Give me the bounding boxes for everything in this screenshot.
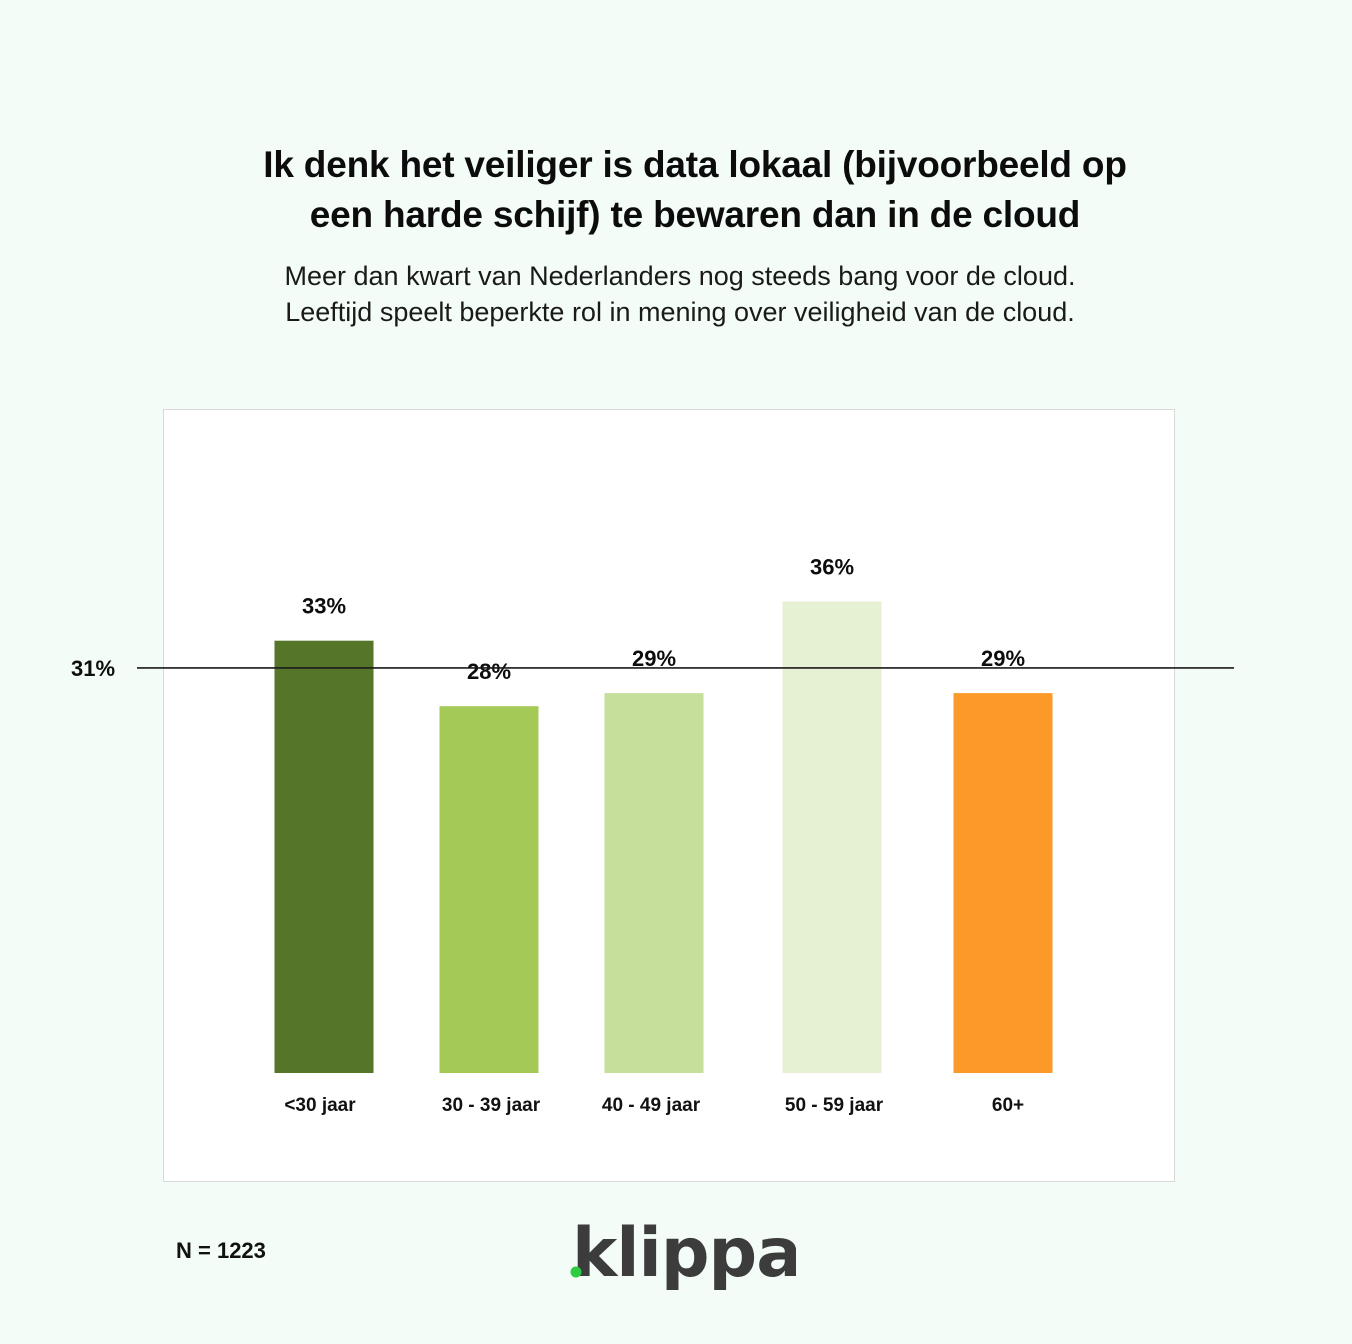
klippa-logo: klippa xyxy=(570,1214,796,1293)
category-label: 50 - 59 jaar xyxy=(785,1095,884,1116)
chart-title-line-2: een harde schijf) te bewaren dan in de c… xyxy=(309,194,1081,235)
logo-dot xyxy=(570,1266,582,1278)
bar xyxy=(953,693,1053,1073)
bar xyxy=(604,693,704,1073)
category-label: <30 jaar xyxy=(284,1095,356,1116)
chart-title: Ik denk het veiliger is data lokaal (bij… xyxy=(0,140,1352,240)
category-label: 60+ xyxy=(992,1095,1024,1116)
sample-size-label: N = 1223 xyxy=(176,1238,266,1263)
chart-subtitle-line-2: Leeftijd speelt beperkte rol in mening o… xyxy=(285,297,1075,327)
reference-line-label: 31% xyxy=(71,656,115,681)
category-label: 30 - 39 jaar xyxy=(442,1095,541,1116)
chart-title-line-1: Ik denk het veiliger is data lokaal (bij… xyxy=(263,144,1127,185)
logo-wordmark: klippa xyxy=(572,1214,796,1293)
bar xyxy=(782,601,882,1073)
data-label: 28% xyxy=(467,659,511,684)
data-label: 29% xyxy=(632,646,676,671)
chart-subtitle: Meer dan kwart van Nederlanders nog stee… xyxy=(0,258,1352,330)
category-label: 40 - 49 jaar xyxy=(602,1095,701,1116)
data-label: 36% xyxy=(810,554,854,579)
bar xyxy=(274,640,374,1073)
data-label: 33% xyxy=(302,594,346,619)
data-label: 29% xyxy=(981,646,1025,671)
bar xyxy=(439,706,539,1073)
chart-subtitle-line-1: Meer dan kwart van Nederlanders nog stee… xyxy=(284,261,1076,291)
